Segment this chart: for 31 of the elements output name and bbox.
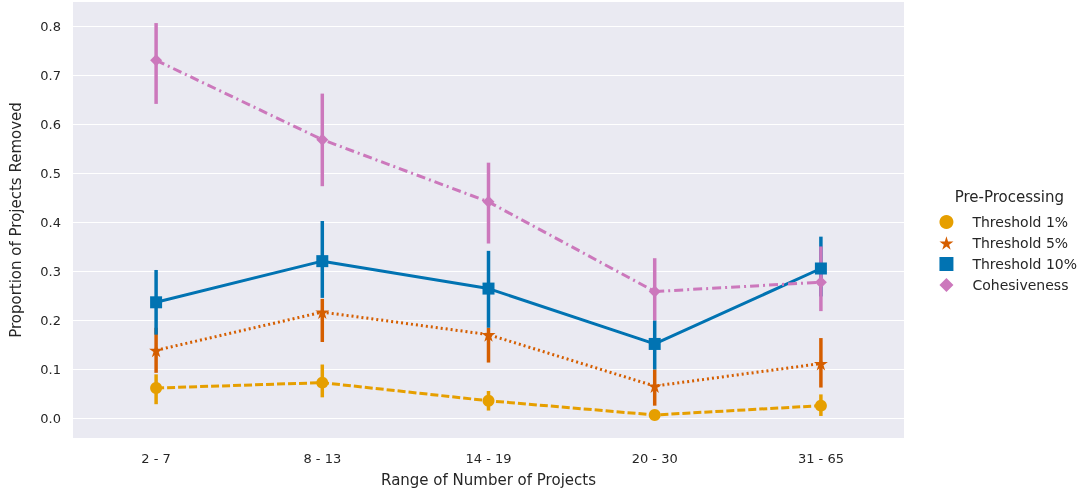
y-tick-label: 0.2 [40,312,61,328]
legend-label: Cohesiveness [972,277,1069,293]
point [814,399,827,412]
point [648,337,661,350]
legend-label: Threshold 1% [971,214,1069,230]
y-tick-label: 0.8 [40,18,61,34]
y-tick-label: 0.7 [40,67,61,83]
x-tick-label: 2 - 7 [141,451,171,466]
point [316,255,329,268]
x-tick-label: 14 - 19 [465,451,512,466]
point [316,376,329,389]
point [150,382,163,395]
y-tick-label: 0.3 [40,263,61,279]
legend-title: Pre-Processing [954,187,1064,206]
point [482,282,495,295]
point [814,262,827,275]
y-tick-label: 0.1 [40,361,61,377]
x-tick-label: 8 - 13 [303,451,342,466]
legend-label: Threshold 10% [971,256,1077,272]
y-tick-label: 0.6 [40,116,61,132]
y-tick-label: 0.5 [40,165,61,181]
point [150,296,163,309]
y-tick-label: 0.4 [40,214,61,230]
x-tick-label: 31 - 65 [797,451,844,466]
y-axis-title: Proportion of Projects Removed [6,102,25,338]
point [482,394,495,407]
x-tick-label: 20 - 30 [631,451,678,466]
point [648,408,661,421]
x-axis-title: Range of Number of Projects [381,470,597,489]
y-tick-label: 0.0 [40,410,61,426]
legend-label: Threshold 5% [971,235,1069,251]
